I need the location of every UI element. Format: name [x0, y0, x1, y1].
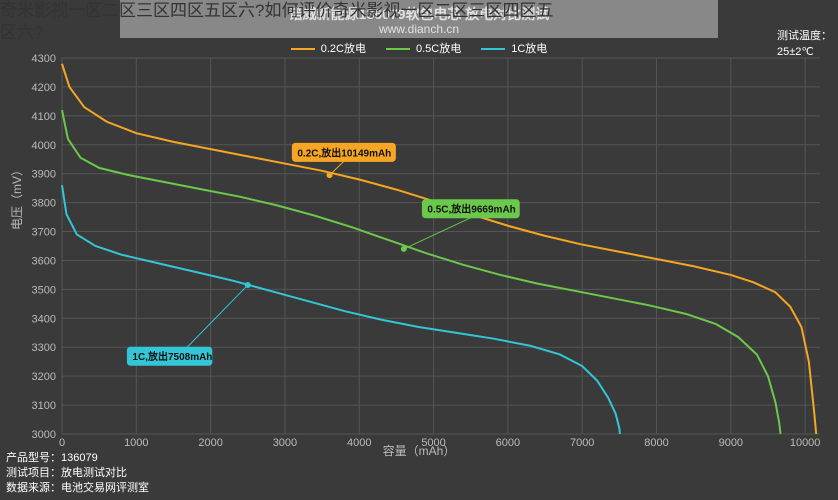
- callout-anchor-dot: [327, 172, 333, 178]
- svg-text:3200: 3200: [32, 371, 56, 383]
- legend-label: 1C放电: [511, 43, 547, 55]
- svg-text:3300: 3300: [32, 342, 56, 354]
- series-1C: [62, 185, 620, 434]
- svg-text:3100: 3100: [32, 400, 56, 412]
- callout-anchor-dot: [401, 246, 407, 252]
- svg-text:3900: 3900: [32, 169, 56, 181]
- legend-swatch: [481, 48, 505, 50]
- plot-area: 0100020003000400050006000700080009000100…: [62, 58, 820, 434]
- legend: 0.2C放电 0.5C放电 1C放电: [0, 40, 838, 56]
- legend-item: 1C放电: [481, 40, 547, 56]
- series-0.5C: [62, 110, 781, 434]
- svg-text:3000: 3000: [273, 437, 297, 449]
- y-axis-label: 电压（mV）: [8, 164, 25, 230]
- svg-text:8000: 8000: [644, 437, 668, 449]
- svg-text:6000: 6000: [496, 437, 520, 449]
- svg-text:3400: 3400: [32, 313, 56, 325]
- legend-swatch: [291, 48, 315, 50]
- svg-text:7000: 7000: [570, 437, 594, 449]
- svg-text:1000: 1000: [124, 437, 148, 449]
- chart-footer: 产品型号：136079 测试项目：放电测试对比 数据来源：电池交易网评测室: [6, 451, 149, 496]
- svg-text:2000: 2000: [198, 437, 222, 449]
- svg-text:0: 0: [59, 437, 65, 449]
- svg-text:3600: 3600: [32, 255, 56, 267]
- series-0.2C: [62, 64, 816, 434]
- callout-anchor-dot: [245, 282, 251, 288]
- callout-text: 1C,放出7508mAh: [132, 350, 212, 363]
- legend-swatch: [386, 48, 410, 50]
- callout-text: 0.5C,放出9669mAh: [427, 203, 515, 216]
- chart-container: 诺威新能源136079软包电芯 放电对比测试 www.dianch.cn 测试温…: [0, 0, 838, 500]
- svg-text:4300: 4300: [32, 53, 56, 65]
- svg-text:9000: 9000: [719, 437, 743, 449]
- callout-text: 0.2C,放出10149mAh: [297, 146, 391, 159]
- grid: [62, 58, 820, 434]
- legend-label: 0.5C放电: [416, 43, 461, 55]
- svg-text:3000: 3000: [32, 429, 56, 441]
- svg-text:5000: 5000: [421, 437, 445, 449]
- svg-text:4100: 4100: [32, 111, 56, 123]
- svg-text:3500: 3500: [32, 284, 56, 296]
- svg-text:4200: 4200: [32, 82, 56, 94]
- callout-leader: [404, 218, 471, 249]
- title-background-box: [120, 0, 718, 38]
- legend-item: 0.5C放电: [386, 40, 461, 56]
- svg-text:3700: 3700: [32, 227, 56, 239]
- svg-text:4000: 4000: [347, 437, 371, 449]
- svg-text:3800: 3800: [32, 198, 56, 210]
- svg-text:4000: 4000: [32, 140, 56, 152]
- svg-text:10000: 10000: [790, 437, 821, 449]
- legend-label: 0.2C放电: [321, 43, 366, 55]
- legend-item: 0.2C放电: [291, 40, 366, 56]
